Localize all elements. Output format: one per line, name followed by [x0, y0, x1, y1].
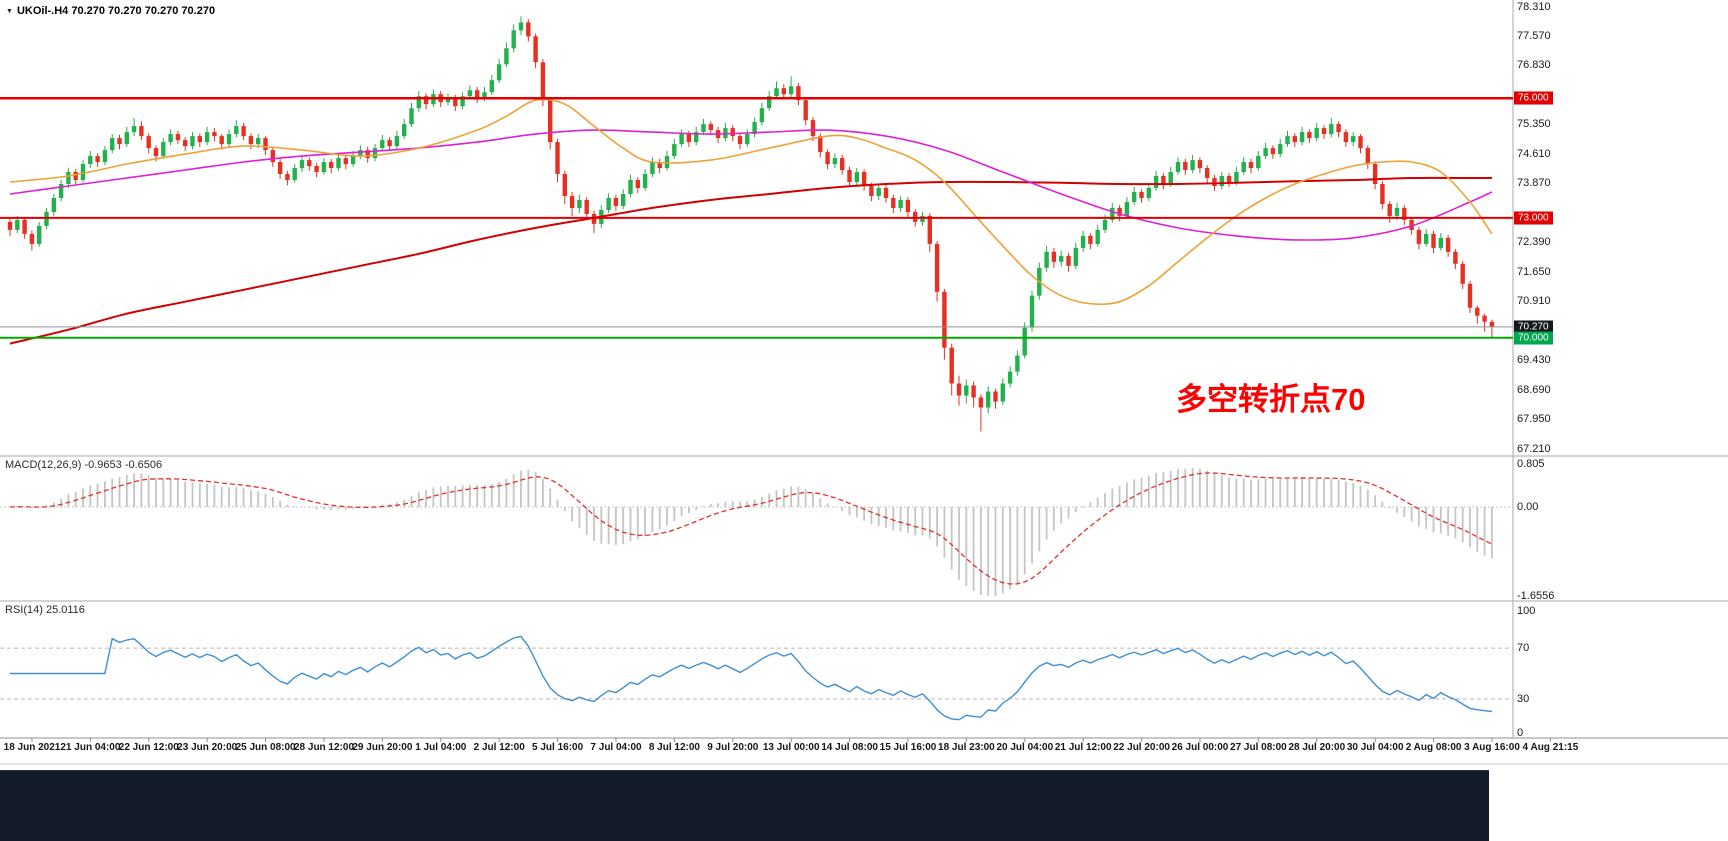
price-scale-label: 73.870: [1517, 177, 1551, 190]
symbol-ohlc-label: UKOil-.H4 70.270 70.270 70.270 70.270: [16, 5, 216, 17]
rsi-scale-label: 100: [1517, 605, 1536, 617]
price-scale-label: 74.610: [1517, 147, 1551, 160]
price-scale-label: 67.950: [1517, 413, 1551, 426]
time-axis-label: 2 Aug 08:00: [1405, 742, 1462, 753]
time-axis-label: 20 Jul 04:00: [996, 742, 1054, 753]
time-axis-label: 25 Jun 08:00: [235, 742, 296, 753]
macd-signal-line: [9, 472, 1493, 585]
rsi-scale-label: 0: [1517, 727, 1524, 739]
price-tag-70.270: 70.270: [1514, 320, 1553, 334]
time-axis-label: 5 Jul 16:00: [532, 742, 584, 753]
macd-scale-label: 0.00: [1517, 501, 1539, 513]
rsi-indicator-label: RSI(14) 25.0116: [5, 604, 85, 616]
time-axis-label: 1 Jul 04:00: [415, 742, 467, 753]
time-axis-label: 13 Jul 00:00: [762, 742, 820, 753]
time-axis-label: 21 Jul 12:00: [1054, 742, 1112, 753]
chart-title: ▼ UKOil-.H4 70.270 70.270 70.270 70.270: [6, 5, 215, 17]
price-scale-label: 76.830: [1517, 59, 1551, 72]
rsi-scale-label: 70: [1517, 642, 1530, 655]
candlestick-series: [7, 16, 1495, 432]
price-scale-label: 72.390: [1517, 236, 1551, 249]
time-axis-label: 14 Jul 08:00: [821, 742, 878, 753]
time-axis-label: 29 Jun 20:00: [352, 742, 413, 753]
price-tag-76.000: 76.000: [1514, 91, 1553, 105]
price-scale-label: 67.210: [1517, 443, 1551, 455]
macd-scale-label: 0.805: [1517, 457, 1545, 470]
macd-histogram: [16, 468, 1493, 597]
ma-mid-magenta[interactable]: [9, 129, 1493, 241]
time-axis-label: 26 Jul 00:00: [1171, 742, 1229, 753]
time-axis-label: 22 Jul 20:00: [1113, 742, 1170, 753]
time-axis-label: 28 Jun 12:00: [293, 742, 355, 753]
macd-indicator-label: MACD(12,26,9) -0.9653 -0.6506: [5, 459, 163, 471]
time-axis-label: 18 Jul 23:00: [938, 742, 995, 753]
rsi-line: [10, 635, 1492, 721]
time-axis-label: 7 Jul 04:00: [590, 742, 642, 753]
price-scale-label: 70.910: [1517, 295, 1551, 308]
price-tag-70.000: 70.000: [1514, 331, 1553, 345]
price-scale-label: 77.570: [1517, 29, 1551, 42]
time-axis[interactable]: 18 Jun 2021 21 Jun 04:00 22 Jun 12:00 23 Ju…: [0, 738, 1728, 764]
bottom-taskbar: [0, 770, 1489, 841]
ma-long-red[interactable]: [9, 176, 1492, 345]
price-scale[interactable]: 78.310 77.570 76.830 75.350 74.610 73.870 72.3…: [1513, 0, 1728, 765]
time-axis-label: 9 Jul 20:00: [707, 742, 759, 753]
price-scale-label: 75.350: [1517, 118, 1551, 131]
time-axis-label: 27 Jul 08:00: [1230, 742, 1287, 753]
time-axis-label: 22 Jun 12:00: [118, 742, 179, 753]
time-axis-label: 28 Jul 20:00: [1288, 742, 1346, 753]
time-axis-label: 30 Jul 04:00: [1346, 742, 1404, 753]
time-axis-label: 4 Aug 21:15: [1522, 742, 1579, 753]
ma-fast-orange[interactable]: [9, 98, 1493, 306]
time-axis-label: 23 Jun 20:00: [177, 742, 238, 753]
macd-scale-label: -1.6556: [1517, 590, 1555, 603]
time-axis-label: 18 Jun 2021: [3, 742, 61, 753]
price-scale-label: 68.690: [1517, 383, 1551, 396]
time-axis-label: 21 Jun 04:00: [60, 742, 121, 753]
annotation-text: 多空转折点70: [1176, 382, 1366, 417]
chart-dropdown-icon[interactable]: ▼: [6, 8, 13, 15]
time-axis-label: 2 Jul 12:00: [473, 742, 525, 753]
price-scale-label: 71.650: [1517, 265, 1551, 278]
time-axis-label: 3 Aug 16:00: [1464, 742, 1520, 753]
time-axis-label: 15 Jul 16:00: [879, 742, 937, 753]
price-scale-label: 69.430: [1517, 354, 1551, 367]
price-scale-label: 78.310: [1517, 1, 1551, 13]
rsi-scale-label: 30: [1517, 692, 1530, 705]
price-tag-73.000: 73.000: [1514, 211, 1553, 225]
time-axis-label: 8 Jul 12:00: [648, 742, 700, 753]
